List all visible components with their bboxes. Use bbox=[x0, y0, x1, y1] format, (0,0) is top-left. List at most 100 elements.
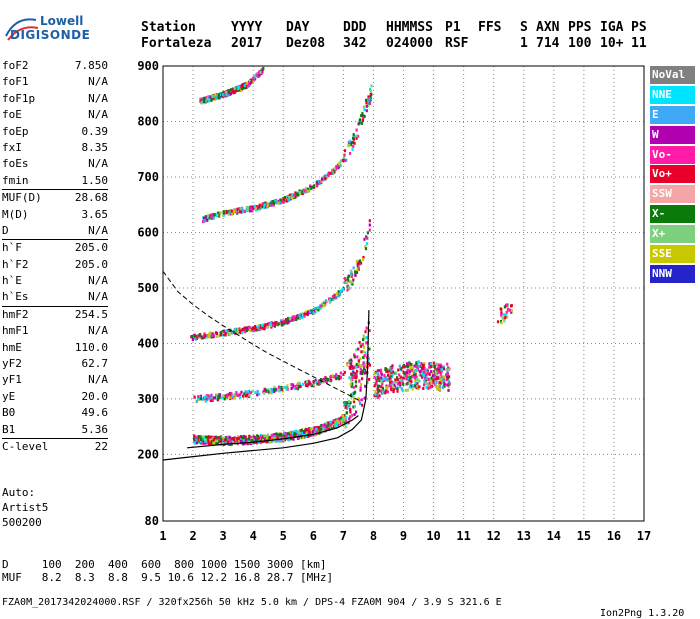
param-row: yE 20.0 bbox=[2, 389, 108, 405]
echo-mark bbox=[306, 189, 309, 193]
echo-mark bbox=[256, 328, 259, 332]
echo-mark bbox=[399, 385, 402, 389]
echo-mark bbox=[215, 435, 218, 439]
x-tick-label: 3 bbox=[220, 529, 227, 543]
echo-mark bbox=[417, 385, 420, 389]
echo-mark bbox=[380, 376, 383, 380]
echo-mark bbox=[259, 70, 262, 74]
echo-mark bbox=[261, 323, 264, 327]
echo-mark bbox=[294, 430, 297, 433]
echo-mark bbox=[207, 439, 210, 442]
auto-version: 500200 bbox=[2, 516, 42, 529]
echo-mark bbox=[430, 370, 433, 374]
echo-mark bbox=[424, 379, 428, 383]
echo-mark bbox=[352, 397, 355, 401]
param-value: N/A bbox=[88, 91, 108, 105]
echo-mark bbox=[443, 384, 446, 388]
param-name: h`E bbox=[2, 274, 22, 288]
param-row: h`F 205.0 bbox=[2, 240, 108, 256]
echo-mark bbox=[438, 384, 442, 388]
header-value-11: 11 bbox=[631, 36, 647, 51]
echo-mark bbox=[281, 389, 285, 393]
echo-mark bbox=[340, 417, 343, 421]
echo-mark bbox=[336, 292, 339, 296]
echo-mark bbox=[290, 383, 293, 386]
echo-mark bbox=[284, 385, 287, 389]
echo-mark bbox=[378, 394, 381, 398]
echo-mark bbox=[423, 362, 426, 366]
echo-mark bbox=[266, 325, 270, 329]
echo-mark bbox=[414, 373, 417, 377]
echo-mark bbox=[363, 369, 366, 373]
echo-mark bbox=[224, 394, 227, 398]
logo-emblem-icon bbox=[5, 18, 39, 41]
echo-mark bbox=[234, 393, 237, 397]
echo-mark bbox=[301, 382, 305, 386]
echo-mark bbox=[238, 394, 241, 398]
legend-item-sse: SSE bbox=[650, 245, 695, 264]
echo-mark bbox=[240, 390, 243, 394]
echo-mark bbox=[431, 371, 434, 375]
echo-mark bbox=[197, 395, 200, 399]
echo-mark bbox=[349, 269, 352, 273]
echo-mark bbox=[409, 376, 412, 379]
header-value-5: RSF bbox=[445, 36, 469, 51]
echo-mark bbox=[430, 384, 433, 388]
echo-mark bbox=[425, 385, 428, 389]
echo-mark bbox=[304, 380, 307, 384]
echo-mark bbox=[295, 318, 298, 322]
echo-mark bbox=[413, 370, 416, 374]
echo-mark bbox=[429, 385, 432, 389]
echo-mark bbox=[352, 141, 355, 144]
echo-mark bbox=[321, 423, 325, 427]
echo-mark bbox=[214, 213, 217, 217]
echo-mark bbox=[271, 203, 274, 207]
echo-mark bbox=[348, 376, 351, 380]
echo-mark bbox=[231, 396, 234, 400]
echo-mark bbox=[216, 398, 219, 402]
echo-mark bbox=[359, 371, 362, 375]
echo-mark bbox=[219, 439, 222, 443]
x-tick-label: 6 bbox=[310, 529, 317, 543]
echo-mark bbox=[363, 354, 366, 358]
echo-mark bbox=[367, 104, 370, 108]
echo-mark bbox=[208, 396, 211, 400]
echo-mark bbox=[228, 435, 231, 439]
echo-mark bbox=[399, 382, 402, 386]
echo-mark bbox=[217, 95, 220, 99]
echo-mark bbox=[213, 212, 216, 216]
echo-mark bbox=[295, 387, 298, 390]
echo-mark bbox=[303, 188, 306, 192]
echo-mark bbox=[424, 368, 427, 372]
echo-mark bbox=[383, 373, 386, 377]
echo-mark bbox=[352, 405, 355, 409]
echo-mark bbox=[321, 426, 324, 430]
y-tick-label: 500 bbox=[137, 281, 159, 295]
echo-mark bbox=[350, 143, 353, 147]
echo-mark bbox=[357, 134, 360, 138]
echo-mark bbox=[304, 383, 308, 387]
echo-mark bbox=[354, 372, 357, 376]
echo-mark bbox=[358, 261, 361, 265]
echo-mark bbox=[273, 199, 276, 203]
echo-mark bbox=[214, 439, 217, 443]
echo-mark bbox=[247, 437, 250, 441]
echo-mark bbox=[446, 362, 449, 366]
echo-mark bbox=[374, 392, 377, 396]
echo-mark bbox=[331, 171, 334, 174]
y-tick-label: 400 bbox=[137, 336, 159, 350]
echo-mark bbox=[238, 439, 241, 443]
echo-mark bbox=[409, 370, 412, 373]
echo-mark bbox=[395, 371, 398, 375]
echo-mark bbox=[354, 365, 357, 369]
echo-mark bbox=[343, 153, 346, 157]
echo-mark bbox=[333, 167, 336, 171]
echo-mark bbox=[311, 427, 314, 431]
echo-mark bbox=[236, 439, 239, 443]
echo-mark bbox=[422, 373, 425, 377]
echo-mark bbox=[409, 383, 412, 387]
echo-mark bbox=[238, 327, 241, 331]
echo-mark bbox=[193, 395, 196, 399]
echo-mark bbox=[266, 436, 269, 440]
echo-mark bbox=[375, 382, 378, 385]
